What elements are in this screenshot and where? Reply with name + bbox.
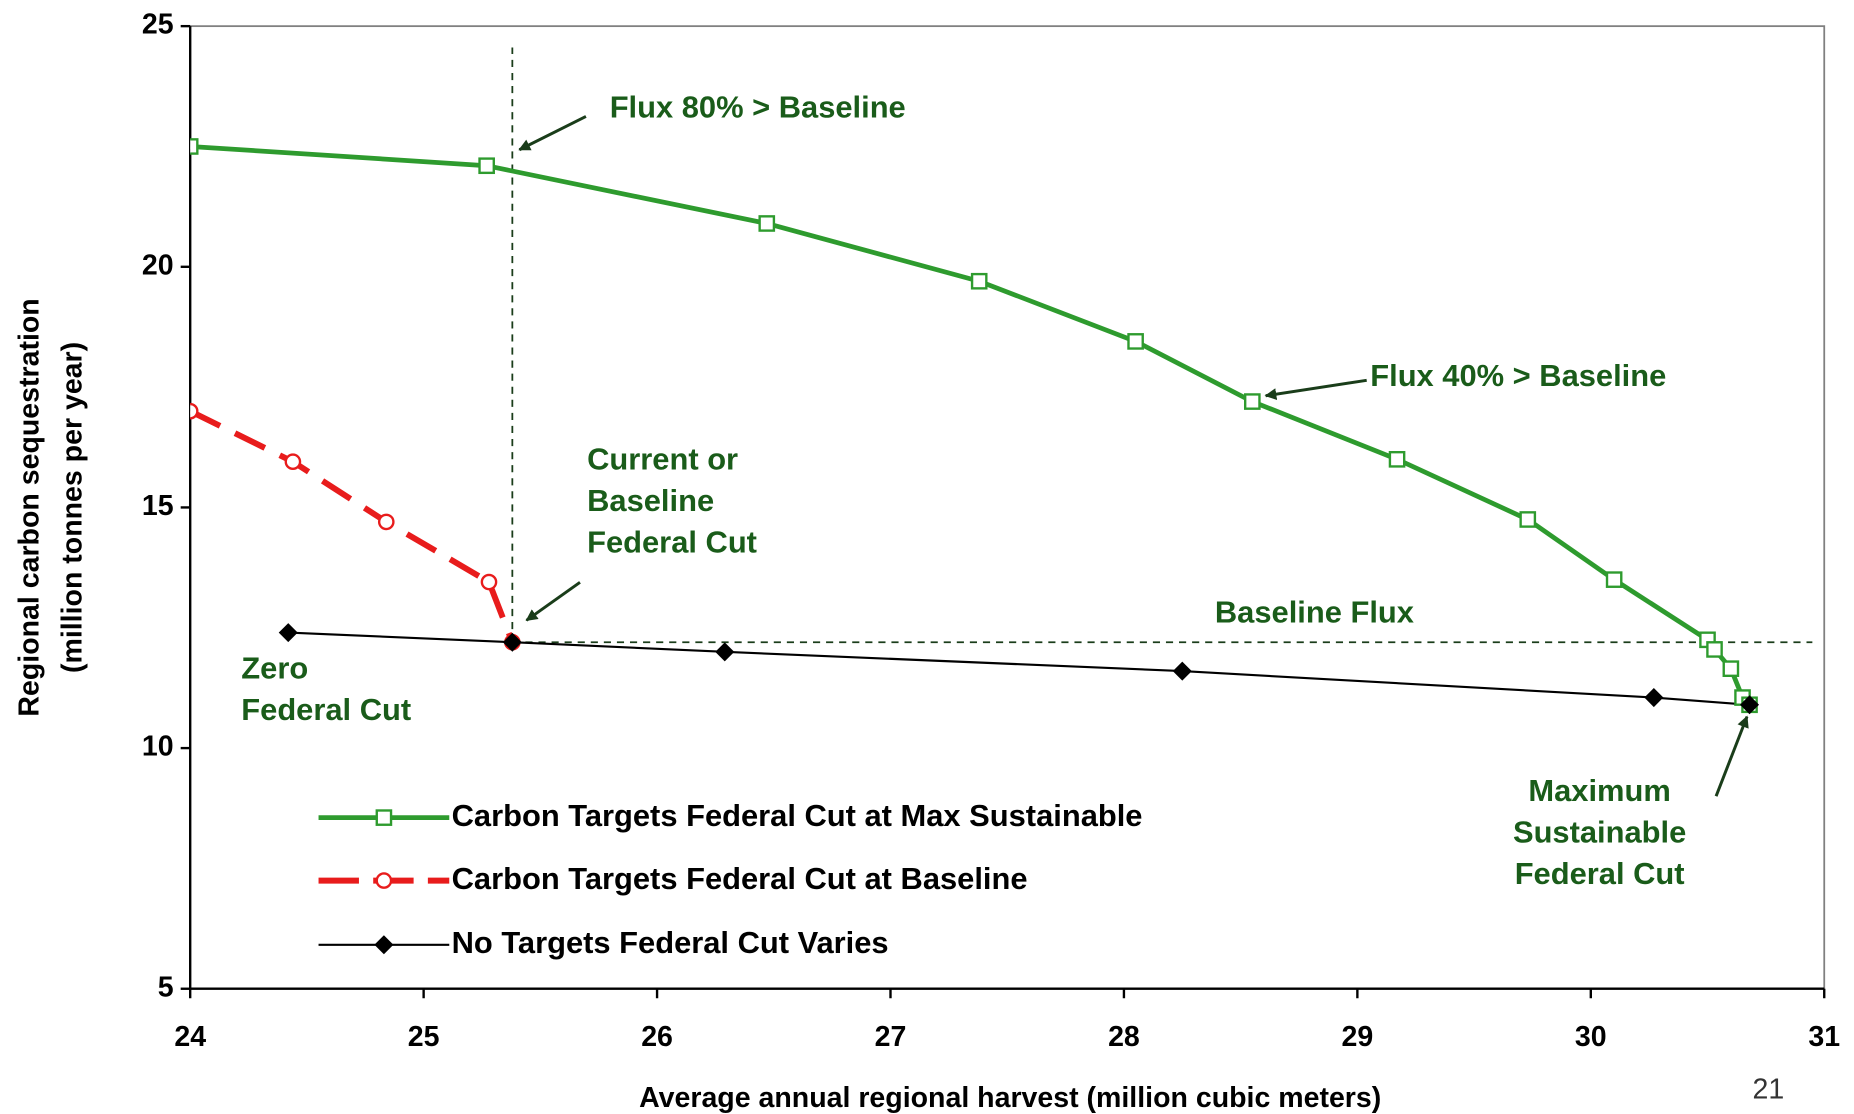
x-axis-label: Average annual regional harvest (million… xyxy=(639,1082,1381,1114)
point xyxy=(480,573,498,591)
legend-label: Carbon Targets Federal Cut at Baseline xyxy=(452,861,1028,896)
point xyxy=(1172,661,1192,681)
y-tick-label: 5 xyxy=(158,971,174,1003)
series-line xyxy=(190,408,516,644)
annotation: Baseline xyxy=(587,483,714,518)
point xyxy=(1706,641,1723,658)
point xyxy=(284,453,302,471)
annotation: Sustainable xyxy=(1513,814,1686,849)
y-tick-label: 25 xyxy=(142,9,174,41)
point xyxy=(1388,450,1406,468)
annotation: Federal Cut xyxy=(1515,856,1685,891)
legend-marker xyxy=(375,809,393,826)
annotation: Zero xyxy=(241,650,308,685)
annotation: Flux 80% > Baseline xyxy=(610,89,906,124)
y-tick-label: 15 xyxy=(142,490,174,522)
point xyxy=(502,632,522,652)
annotation: Federal Cut xyxy=(587,524,757,559)
point xyxy=(1519,511,1537,528)
y-axis-label: (million tonnes per year) xyxy=(56,342,88,673)
point xyxy=(1722,660,1740,677)
y-axis-label: Regional carbon sequestration xyxy=(13,298,45,716)
point xyxy=(1605,571,1623,588)
point xyxy=(715,642,735,662)
y-tick-label: 10 xyxy=(142,731,174,763)
x-tick-label: 31 xyxy=(1808,1021,1840,1053)
point xyxy=(1127,333,1144,350)
legend-label: Carbon Targets Federal Cut at Max Sustai… xyxy=(452,798,1143,833)
x-tick-label: 26 xyxy=(641,1021,673,1053)
x-tick-label: 27 xyxy=(875,1021,907,1053)
x-tick-label: 29 xyxy=(1342,1021,1374,1053)
series-line xyxy=(288,631,1750,706)
annotation: Federal Cut xyxy=(241,692,411,727)
annotation-arrow xyxy=(1714,715,1749,797)
point xyxy=(190,138,199,155)
x-tick-label: 28 xyxy=(1108,1021,1140,1053)
point xyxy=(478,157,495,175)
x-tick-label: 24 xyxy=(174,1021,206,1053)
legend-label: No Targets Federal Cut Varies xyxy=(452,925,889,960)
annotation-arrow xyxy=(525,581,581,622)
point xyxy=(190,402,199,420)
y-tick-label: 20 xyxy=(142,249,174,281)
point xyxy=(1644,688,1664,708)
plot-area xyxy=(190,138,1760,715)
page-number: 21 xyxy=(1753,1073,1785,1105)
annotations: Flux 80% > Baseline Flux 40% > Baseline … xyxy=(241,89,1749,891)
annotation: Current or xyxy=(587,441,738,476)
point xyxy=(278,623,298,643)
legend-marker xyxy=(375,872,393,889)
annotation: Flux 40% > Baseline xyxy=(1370,358,1666,393)
annotation: Baseline Flux xyxy=(1215,595,1414,630)
x-tick-label: 25 xyxy=(408,1021,440,1053)
annotation: Maximum xyxy=(1528,773,1670,808)
annotation-arrow xyxy=(1264,378,1367,400)
x-tick-label: 30 xyxy=(1575,1021,1607,1053)
series-line xyxy=(190,144,1752,707)
point xyxy=(970,272,988,290)
point xyxy=(758,215,776,232)
point xyxy=(1244,393,1261,410)
point xyxy=(377,513,395,531)
annotation-arrow xyxy=(518,115,587,152)
legend-marker xyxy=(374,935,394,955)
